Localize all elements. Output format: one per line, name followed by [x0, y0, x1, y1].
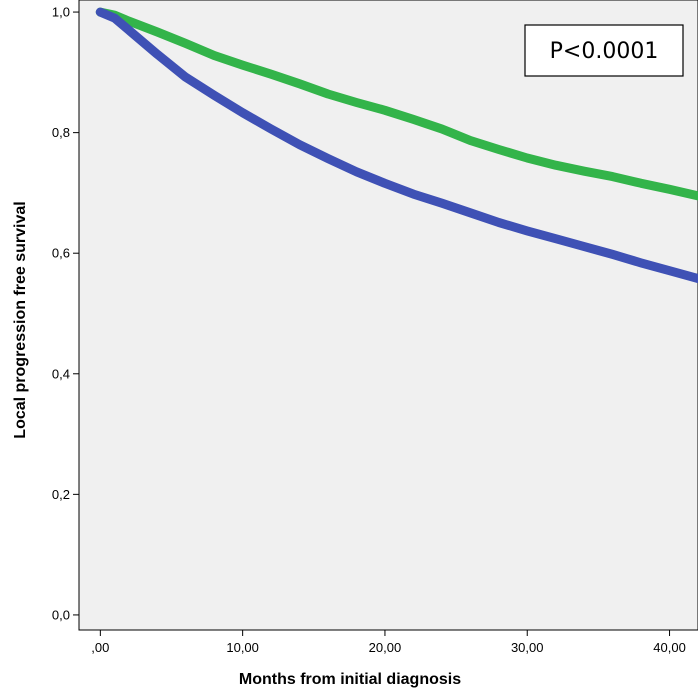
- y-tick-label: 0,4: [52, 366, 70, 381]
- x-tick-label: 10,00: [226, 640, 259, 655]
- x-tick-label: 30,00: [511, 640, 544, 655]
- y-tick-label: 0,2: [52, 487, 70, 502]
- series-line-1: [95, 7, 698, 201]
- p-value-text: P<0.0001: [550, 39, 659, 64]
- x-tick-label: ,00: [91, 640, 109, 655]
- series-line-2: [95, 7, 698, 283]
- series-layer: [95, 7, 698, 283]
- p-value-box: P<0.0001: [524, 24, 684, 77]
- x-axis-title: Months from initial diagnosis: [239, 671, 461, 688]
- y-tick-label: 0,0: [52, 607, 70, 622]
- y-tick-label: 0,6: [52, 246, 70, 261]
- x-tick-label: 20,00: [369, 640, 402, 655]
- y-tick-label: 0,8: [52, 125, 70, 140]
- x-axis: ,00 10,00 20,00 30,00 40,00: [91, 630, 686, 655]
- x-tick-label: 40,00: [653, 640, 686, 655]
- y-tick-label: 1,0: [52, 5, 70, 20]
- y-axis: 0,0 0,2 0,4 0,6 0,8 1,0: [52, 5, 79, 622]
- p-value-frame: [524, 24, 684, 77]
- y-axis-title: Local progression free survival: [12, 201, 29, 438]
- plot-area: [78, 0, 698, 631]
